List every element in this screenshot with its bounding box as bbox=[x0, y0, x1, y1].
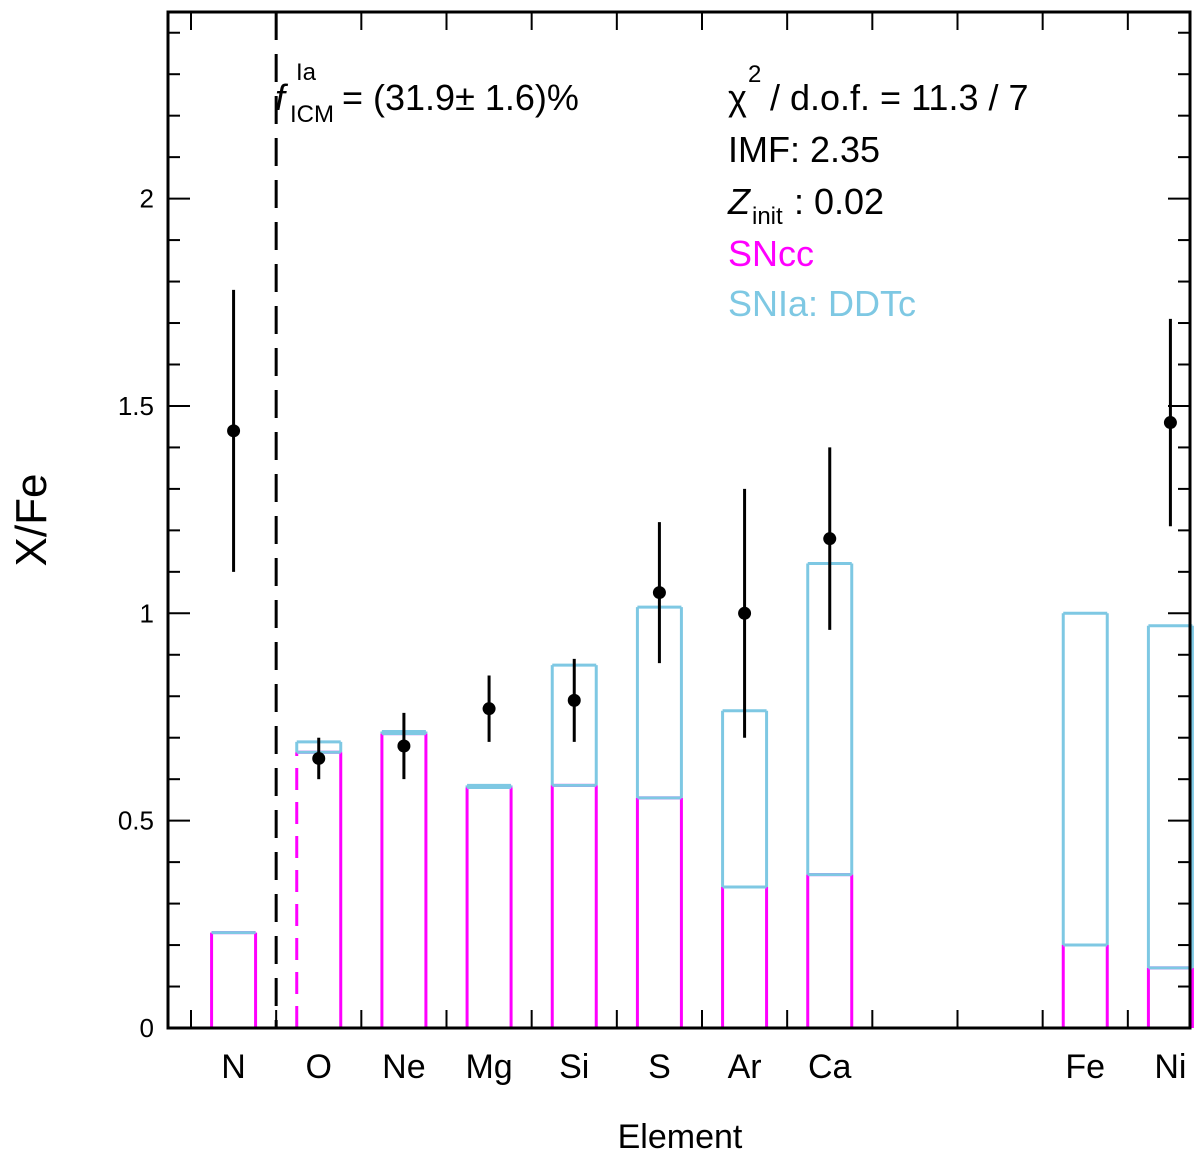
chi-square-annotation: χ 2 / d.o.f. = 11.3 / 7 bbox=[728, 61, 1029, 118]
chi-symbol: χ bbox=[728, 77, 747, 118]
x-label-ne: Ne bbox=[382, 1048, 425, 1086]
fraction-subscript: ICM bbox=[290, 101, 334, 128]
y-tick-labels: 0 0.5 1 1.5 2 bbox=[118, 184, 154, 1043]
data-point bbox=[312, 751, 326, 765]
data-point bbox=[1163, 416, 1177, 430]
x-axis-title: Element bbox=[618, 1118, 743, 1156]
data-point bbox=[227, 424, 241, 438]
x-category-labels: N O Ne Mg Si S Ar Ca Fe Ni bbox=[221, 1048, 1186, 1086]
data-point bbox=[823, 532, 837, 546]
bars bbox=[210, 562, 1194, 1028]
y-tick-label: 1 bbox=[140, 598, 154, 628]
z-init-annotation: Z init : 0.02 bbox=[727, 181, 884, 230]
legend-snia: SNIa: DDTc bbox=[728, 283, 916, 324]
z-value: : 0.02 bbox=[794, 181, 884, 222]
point-s bbox=[652, 522, 666, 664]
legend-sncc: SNcc bbox=[728, 233, 814, 274]
point-ni bbox=[1163, 318, 1177, 527]
bar-ar bbox=[721, 709, 769, 1028]
imf-annotation: IMF: 2.35 bbox=[728, 129, 880, 170]
x-label-ar: Ar bbox=[728, 1048, 762, 1086]
x-label-ni: Ni bbox=[1154, 1048, 1186, 1086]
fraction-symbol: f bbox=[275, 77, 289, 118]
data-point bbox=[738, 606, 752, 620]
z-subscript: init bbox=[752, 203, 783, 230]
bar-mg bbox=[465, 783, 513, 1028]
x-label-mg: Mg bbox=[465, 1048, 512, 1086]
bar-o bbox=[295, 740, 343, 1028]
y-axis-title: X/Fe bbox=[7, 474, 56, 567]
bar-ne bbox=[380, 729, 428, 1028]
bar-si bbox=[550, 663, 598, 1028]
y-tick-label: 1.5 bbox=[118, 391, 154, 421]
y-tick-label: 0 bbox=[140, 1013, 154, 1043]
x-label-fe: Fe bbox=[1065, 1048, 1105, 1086]
point-n bbox=[227, 289, 241, 572]
fraction-superscript: Ia bbox=[296, 59, 317, 86]
x-label-o: O bbox=[306, 1048, 332, 1086]
y-tick-label: 2 bbox=[140, 184, 154, 214]
z-symbol: Z bbox=[727, 181, 751, 222]
plot-frame bbox=[166, 10, 1192, 1030]
bar-s bbox=[635, 605, 683, 1028]
fraction-annotation: f Ia ICM = (31.9± 1.6)% bbox=[275, 59, 579, 128]
y-tick-label: 0.5 bbox=[118, 806, 154, 836]
point-ne bbox=[397, 712, 411, 780]
x-label-s: S bbox=[648, 1048, 671, 1086]
point-mg bbox=[482, 675, 496, 742]
point-ar bbox=[738, 488, 752, 738]
x-label-si: Si bbox=[559, 1048, 589, 1086]
data-point bbox=[397, 739, 411, 753]
chi-value: / d.o.f. = 11.3 / 7 bbox=[770, 77, 1029, 118]
point-ca bbox=[823, 447, 837, 630]
bar-ni bbox=[1146, 624, 1194, 1028]
point-o bbox=[312, 737, 326, 780]
x-label-n: N bbox=[221, 1048, 246, 1086]
point-si bbox=[567, 658, 581, 742]
bar-n bbox=[210, 931, 258, 1028]
fraction-value: = (31.9± 1.6)% bbox=[342, 77, 579, 118]
data-point bbox=[482, 702, 496, 716]
bar-ca bbox=[806, 562, 854, 1028]
data-point bbox=[567, 693, 581, 707]
bar-fe bbox=[1061, 611, 1109, 1028]
data-point bbox=[652, 586, 666, 600]
data-points bbox=[227, 289, 1177, 780]
x-label-ca: Ca bbox=[808, 1048, 852, 1086]
chi-superscript: 2 bbox=[748, 61, 761, 88]
axis-ticks bbox=[168, 12, 1190, 1029]
